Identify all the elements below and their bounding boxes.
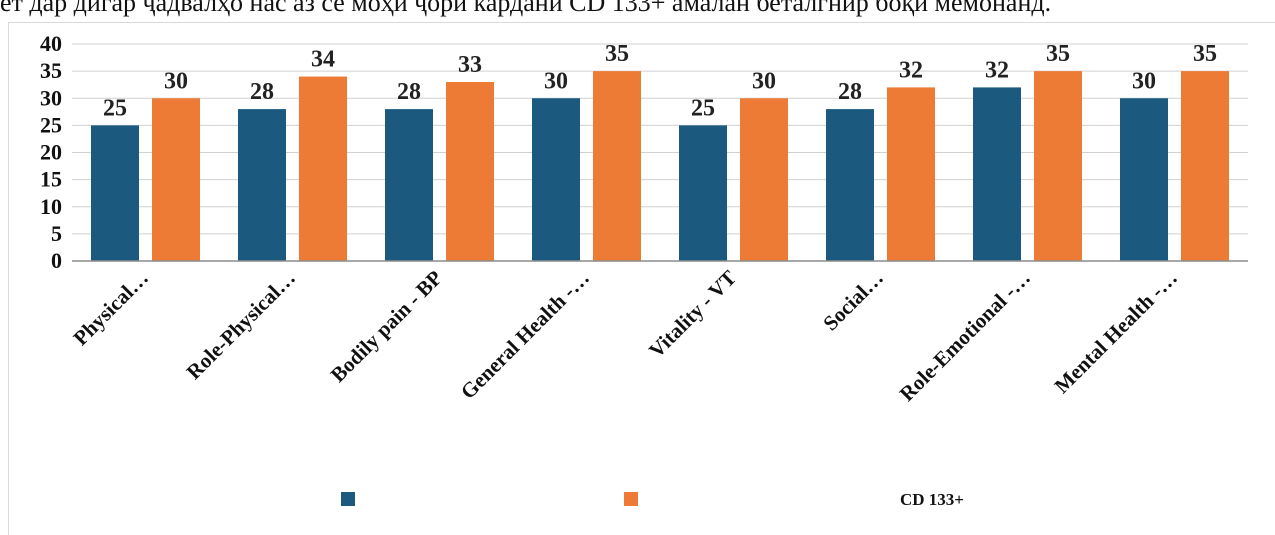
y-tick-label: 35 — [40, 58, 62, 83]
data-label: 35 — [1046, 41, 1070, 67]
x-category-label: Vitality - VT — [644, 266, 741, 363]
bar — [532, 98, 580, 261]
y-tick-label: 0 — [51, 248, 62, 273]
x-category-label: General Health -… — [456, 266, 594, 404]
data-labels: 25 30 28 34 28 33 30 35 25 30 28 32 32 35 30 35 — [103, 41, 1217, 121]
y-tick-label: 10 — [40, 194, 62, 219]
legend-label: CD 133+ — [900, 490, 964, 509]
x-category-label: Bodily pain - BP — [326, 265, 447, 386]
chart-frame — [8, 22, 1275, 535]
legend: CD 133+ — [341, 490, 964, 509]
x-category-label: Social… — [818, 266, 888, 336]
bar — [740, 98, 788, 261]
y-tick-label: 15 — [40, 167, 62, 192]
x-category-label: Physical… — [68, 266, 153, 351]
bar — [91, 125, 139, 261]
bars — [91, 71, 1229, 262]
bar — [238, 109, 286, 261]
data-label: 25 — [103, 95, 127, 121]
data-label: 35 — [605, 41, 629, 67]
y-tick-label: 20 — [40, 140, 62, 165]
data-label: 30 — [752, 68, 776, 94]
y-tick-label: 25 — [40, 112, 62, 137]
bar — [593, 71, 641, 261]
x-category-label: Role-Emotional -… — [895, 266, 1035, 406]
bar — [679, 125, 727, 261]
data-label: 30 — [164, 68, 188, 94]
data-label: 30 — [1132, 68, 1156, 94]
data-label: 25 — [691, 95, 715, 121]
data-label: 32 — [899, 57, 923, 83]
bar — [385, 109, 433, 261]
bar — [1181, 71, 1229, 261]
x-category-label: Role-Physical… — [182, 266, 300, 384]
bar — [973, 87, 1021, 262]
data-label: 32 — [985, 57, 1009, 83]
x-category-label: Mental Health -… — [1050, 266, 1182, 398]
data-label: 28 — [250, 79, 274, 105]
bar — [1120, 98, 1168, 261]
legend-swatch — [624, 492, 638, 506]
bar — [152, 98, 200, 261]
y-tick-label: 40 — [40, 31, 62, 56]
data-label: 33 — [458, 52, 482, 78]
data-label: 28 — [838, 79, 862, 105]
data-label: 34 — [311, 47, 335, 73]
caption-text: ет дар дигар ҷадвалҳо нас аз се моҳи ҷор… — [0, 0, 1052, 17]
data-label: 35 — [1193, 41, 1217, 67]
data-label: 30 — [544, 68, 568, 94]
bar — [1034, 71, 1082, 261]
bar — [299, 76, 347, 261]
y-tick-label: 5 — [51, 221, 62, 246]
bar — [887, 87, 935, 262]
bar — [826, 109, 874, 261]
y-tick-label: 30 — [40, 85, 62, 110]
x-axis-category-labels: Physical… Role-Physical… Bodily pain - BP G… — [68, 265, 1182, 405]
data-label: 28 — [397, 79, 421, 105]
bar — [446, 81, 494, 261]
legend-swatch — [341, 492, 355, 506]
